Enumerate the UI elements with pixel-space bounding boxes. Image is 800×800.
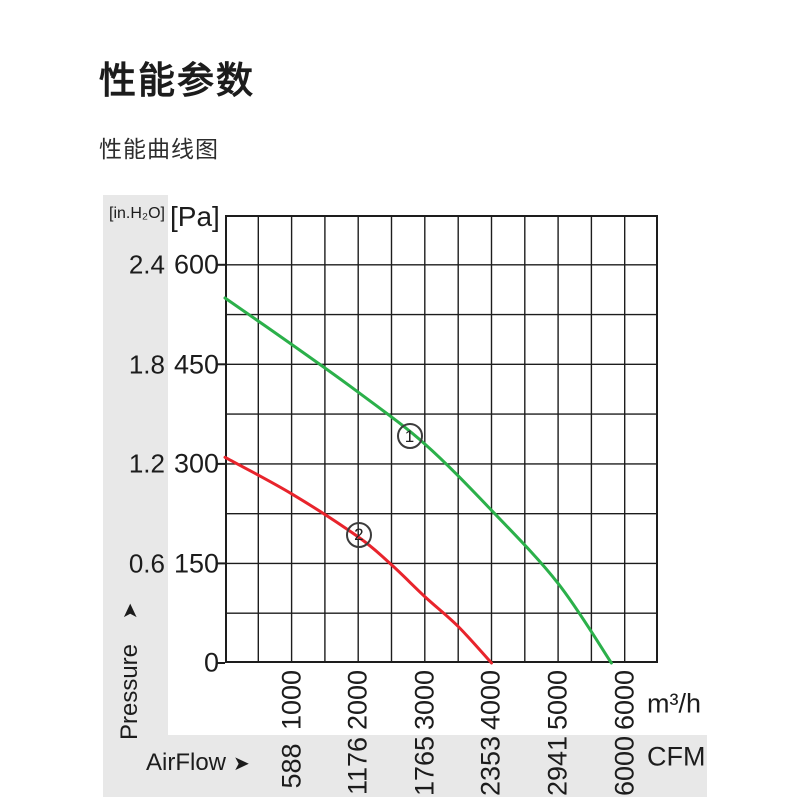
airflow-label: AirFlow xyxy=(146,749,227,776)
y-tick-pa-0: 0 xyxy=(203,647,219,678)
curve1-marker-label: 1 xyxy=(404,426,415,446)
curve2-marker: 2 xyxy=(345,521,372,548)
y-tick-inh2o-2.4: 2.4 xyxy=(128,249,165,280)
pressure-arrow-icon: ➤ xyxy=(119,602,142,620)
x-tick-cfm-1176: 1176 xyxy=(342,736,373,796)
curve1-marker: 1 xyxy=(396,423,423,449)
page-title: 性能参数 xyxy=(99,60,255,101)
x-tick-m3h-5000: 5000 xyxy=(542,669,573,731)
curve2-marker-label: 2 xyxy=(354,525,364,545)
y-axis-name: Pressure xyxy=(116,643,143,741)
x-tick-m3h-1000: 1000 xyxy=(276,669,307,731)
y-tick-pa-300: 300 xyxy=(173,448,219,479)
y-tick-inh2o-1.8: 1.8 xyxy=(128,349,165,380)
plot-area: 1 2 xyxy=(216,215,658,665)
x-unit-m3h-label: m³/h xyxy=(647,688,701,719)
bottom-gray-band xyxy=(103,735,707,797)
y-tick-inh2o-0.6: 0.6 xyxy=(128,548,165,579)
y-tick-pa-600: 600 xyxy=(173,249,219,280)
plot-svg xyxy=(216,215,658,665)
y-tick-inh2o-1.2: 1.2 xyxy=(128,448,165,479)
airflow-arrow-icon: ➤ xyxy=(233,753,250,775)
x-unit-cfm-label: CFM xyxy=(647,741,706,772)
x-tick-cfm-2353: 2353 xyxy=(475,735,506,797)
x-tick-cfm-2941: 2941 xyxy=(542,735,573,797)
y-unit-inh2o-label: [in.H₂O] xyxy=(109,205,165,222)
x-tick-m3h-2000: 2000 xyxy=(342,669,373,731)
x-tick-cfm-6000: 6000 xyxy=(609,735,640,797)
y-unit-pa-label: [Pa] xyxy=(170,201,220,232)
y-tick-pa-150: 150 xyxy=(173,548,219,579)
x-tick-m3h-3000: 3000 xyxy=(409,669,440,731)
x-tick-cfm-588: 588 xyxy=(276,743,307,789)
chart-subtitle: 性能曲线图 xyxy=(99,136,219,162)
x-axis-name: AirFlow ➤ xyxy=(146,749,250,777)
x-tick-m3h-4000: 4000 xyxy=(475,669,506,731)
left-gray-band xyxy=(103,195,168,797)
y-tick-pa-450: 450 xyxy=(173,349,219,380)
x-tick-cfm-1765: 1765 xyxy=(409,735,440,797)
x-tick-m3h-6000: 6000 xyxy=(609,669,640,731)
